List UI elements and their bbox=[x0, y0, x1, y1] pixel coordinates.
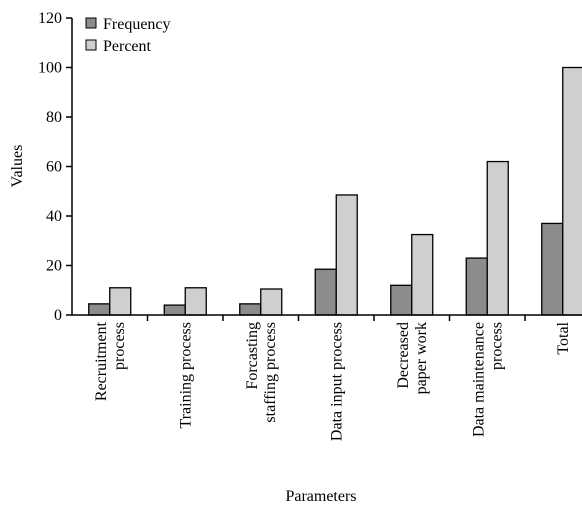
x-category-label-line: Forcasting bbox=[244, 322, 261, 390]
legend-swatch-frequency bbox=[85, 17, 97, 29]
bar-percent-3 bbox=[335, 194, 358, 316]
x-category-label-line: staffing process bbox=[262, 322, 279, 423]
category-labels-group: Recruitment process Training process Forcas… bbox=[93, 321, 572, 441]
y-ticks-group: 0 20 40 60 80 100 120 bbox=[38, 10, 72, 324]
x-category-label-line: Recruitment bbox=[93, 321, 110, 401]
y-tick-label: 20 bbox=[46, 258, 62, 275]
legend-swatch-percent bbox=[85, 39, 97, 51]
y-axis-title: Values bbox=[9, 145, 26, 188]
y-tick-label: 40 bbox=[46, 208, 62, 225]
category-label-1: Training process bbox=[177, 322, 194, 429]
bar-percent-6 bbox=[562, 66, 582, 316]
bar-percent-5 bbox=[486, 160, 509, 316]
x-category-label-line: process bbox=[488, 322, 505, 370]
category-label-5: Data maintenance process bbox=[470, 322, 505, 437]
bar-frequency-3 bbox=[314, 268, 337, 316]
bar-percent-2 bbox=[260, 288, 283, 316]
bar-percent-1 bbox=[184, 287, 207, 316]
bar-frequency-6 bbox=[541, 222, 564, 316]
bar-percent-0 bbox=[109, 287, 132, 316]
legend-label-percent: Percent bbox=[103, 38, 152, 55]
x-category-label-line: paper work bbox=[413, 322, 430, 394]
y-tick-label: 80 bbox=[46, 109, 62, 126]
legend-label-frequency: Frequency bbox=[103, 16, 171, 33]
category-label-4: Decreased paper work bbox=[395, 322, 430, 394]
bar-frequency-1 bbox=[163, 304, 186, 316]
x-ticks-group bbox=[146, 315, 526, 321]
x-category-label-line: Data maintenance bbox=[470, 322, 487, 437]
x-category-label-line: Training process bbox=[177, 322, 194, 429]
y-tick-label: 100 bbox=[38, 60, 62, 77]
category-label-0: Recruitment process bbox=[93, 321, 128, 401]
y-tick-label: 120 bbox=[38, 10, 62, 27]
bar-frequency-0 bbox=[88, 303, 111, 316]
y-tick-label: 60 bbox=[46, 159, 62, 176]
bars-group bbox=[88, 66, 582, 316]
x-category-label-line: process bbox=[111, 322, 128, 370]
category-label-3: Data input process bbox=[328, 322, 345, 441]
bar-frequency-2 bbox=[239, 303, 262, 316]
x-axis-title: Parameters bbox=[285, 488, 356, 505]
category-label-2: Forcasting staffing process bbox=[244, 322, 279, 423]
bar-frequency-4 bbox=[390, 284, 413, 316]
legend: Frequency Percent bbox=[85, 16, 171, 55]
category-label-6: Total bbox=[555, 321, 572, 354]
x-category-label-line: Total bbox=[555, 321, 572, 354]
bar-frequency-5 bbox=[465, 257, 488, 316]
bar-percent-4 bbox=[411, 233, 434, 316]
x-category-label-line: Data input process bbox=[328, 322, 345, 441]
y-tick-label: 0 bbox=[54, 307, 62, 324]
x-category-label-line: Decreased bbox=[395, 322, 412, 389]
